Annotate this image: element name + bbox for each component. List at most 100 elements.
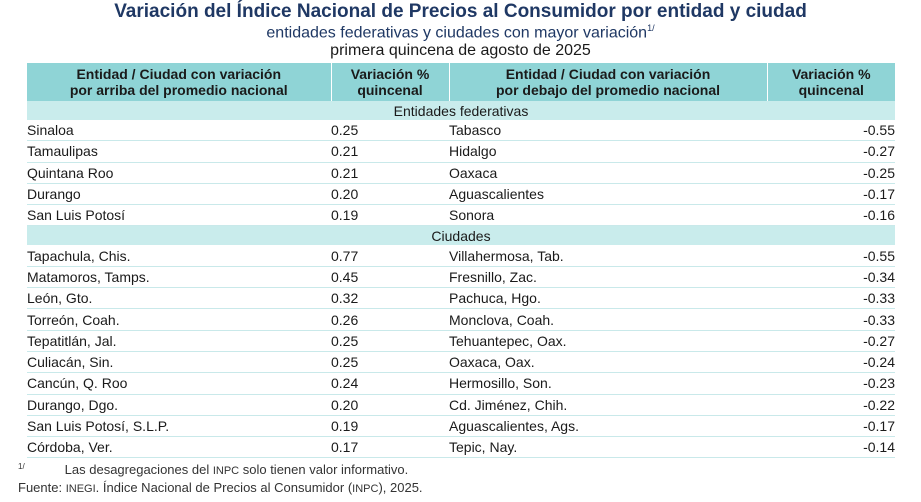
up-value-cell: 0.19 bbox=[331, 415, 449, 438]
up-value-cell: 0.20 bbox=[331, 183, 449, 206]
footnote-text-c: solo tienen valor informativo. bbox=[239, 462, 409, 477]
up-value-cell: 0.21 bbox=[331, 140, 449, 163]
down-name-cell: Villahermosa, Tab. bbox=[449, 245, 767, 267]
footnote-mark: 1/ bbox=[18, 462, 25, 471]
up-name-cell: San Luis Potosí bbox=[27, 204, 331, 227]
table-row: Tamaulipas 0.21 Hidalgo -0.27 bbox=[27, 140, 895, 163]
down-value-cell: -0.34 bbox=[767, 266, 895, 289]
up-value-cell: 0.24 bbox=[331, 372, 449, 395]
table-row: Matamoros, Tamps. 0.45 Fresnillo, Zac. -0.3… bbox=[27, 266, 895, 289]
down-value-cell: -0.17 bbox=[767, 183, 895, 206]
up-name-cell: Cancún, Q. Roo bbox=[27, 372, 331, 395]
header-below-average: Entidad / Ciudad con variación por debaj… bbox=[449, 63, 768, 101]
footnote-text-a: Las desagregaciones del bbox=[64, 462, 213, 477]
down-value-cell: -0.27 bbox=[767, 140, 895, 163]
up-name-cell: Matamoros, Tamps. bbox=[27, 266, 331, 289]
header-variation-below: Variación % quincenal bbox=[767, 63, 895, 101]
section-row-entidades: Entidades federativas bbox=[27, 101, 895, 120]
table-row: San Luis Potosí, S.L.P. 0.19 Aguascaliente… bbox=[27, 415, 895, 438]
footnote-text-b: INPC bbox=[212, 465, 240, 477]
table-row: Tepatitlán, Jal. 0.25 Tehuantepec, Oax. -0.… bbox=[27, 330, 895, 352]
down-value-cell: -0.24 bbox=[767, 351, 895, 374]
up-name-cell: León, Gto. bbox=[27, 287, 331, 310]
subtitle-line-2: primera quincena de agosto de 2025 bbox=[330, 42, 591, 59]
up-value-cell: 0.21 bbox=[331, 162, 449, 184]
down-value-cell: -0.25 bbox=[767, 162, 895, 184]
down-value-cell: -0.14 bbox=[767, 436, 895, 459]
up-name-cell: Tepatitlán, Jal. bbox=[27, 330, 331, 352]
up-value-cell: 0.17 bbox=[331, 436, 449, 459]
down-name-cell: Tepic, Nay. bbox=[449, 436, 767, 459]
table-row: Sinaloa 0.25 Tabasco -0.55 bbox=[27, 120, 895, 142]
down-value-cell: -0.22 bbox=[767, 394, 895, 416]
up-value-cell: 0.26 bbox=[331, 308, 449, 331]
down-name-cell: Hidalgo bbox=[449, 140, 767, 163]
down-name-cell: Hermosillo, Son. bbox=[449, 372, 767, 395]
up-name-cell: San Luis Potosí, S.L.P. bbox=[27, 415, 331, 438]
table-row: Culiacán, Sin. 0.25 Oaxaca, Oax. -0.24 bbox=[27, 351, 895, 374]
section-row-ciudades: Ciudades bbox=[27, 225, 895, 246]
down-value-cell: -0.16 bbox=[767, 204, 895, 227]
up-value-cell: 0.32 bbox=[331, 287, 449, 310]
subtitle-text: entidades federativas y ciudades con may… bbox=[266, 24, 648, 42]
down-name-cell: Oaxaca bbox=[449, 162, 767, 184]
down-value-cell: -0.33 bbox=[767, 308, 895, 331]
down-name-cell: Cd. Jiménez, Chih. bbox=[449, 394, 767, 416]
down-name-cell: Oaxaca, Oax. bbox=[449, 351, 767, 374]
table-row: Quintana Roo 0.21 Oaxaca -0.25 bbox=[27, 162, 895, 184]
up-value-cell: 0.25 bbox=[331, 120, 449, 142]
up-name-cell: Sinaloa bbox=[27, 120, 331, 142]
down-value-cell: -0.55 bbox=[767, 245, 895, 267]
source-d: INPC bbox=[352, 483, 379, 495]
source-b: INEGI bbox=[65, 483, 96, 495]
down-name-cell: Pachuca, Hgo. bbox=[449, 287, 767, 310]
subtitle-line-1: entidades federativas y ciudades con may… bbox=[0, 23, 921, 42]
table-row: Torreón, Coah. 0.26 Monclova, Coah. -0.33 bbox=[27, 308, 895, 331]
source-note: Fuente: INEGI. Índice Nacional de Precio… bbox=[18, 480, 423, 495]
down-name-cell: Fresnillo, Zac. bbox=[449, 266, 767, 289]
header-above-average: Entidad / Ciudad con variación por arrib… bbox=[27, 63, 332, 101]
up-value-cell: 0.77 bbox=[331, 245, 449, 267]
variation-table: Entidad / Ciudad con variación por arrib… bbox=[27, 63, 895, 459]
up-name-cell: Durango bbox=[27, 183, 331, 206]
up-name-cell: Torreón, Coah. bbox=[27, 308, 331, 331]
footnote: 1/Las desagregaciones del INPC solo tien… bbox=[18, 462, 408, 477]
up-value-cell: 0.45 bbox=[331, 266, 449, 289]
down-name-cell: Aguascalientes bbox=[449, 183, 767, 206]
up-name-cell: Culiacán, Sin. bbox=[27, 351, 331, 374]
source-a: Fuente: bbox=[18, 480, 66, 495]
footnote-reference: 1/ bbox=[647, 23, 655, 33]
up-name-cell: Quintana Roo bbox=[27, 162, 331, 184]
down-name-cell: Sonora bbox=[449, 204, 767, 227]
section-label-entidades: Entidades federativas bbox=[27, 101, 895, 120]
source-e: ), 2025. bbox=[378, 480, 423, 495]
header-variation-above: Variación % quincenal bbox=[331, 63, 450, 101]
up-value-cell: 0.25 bbox=[331, 330, 449, 352]
up-name-cell: Córdoba, Ver. bbox=[27, 436, 331, 459]
table-header-row: Entidad / Ciudad con variación por arrib… bbox=[27, 63, 895, 101]
table-row: Cancún, Q. Roo 0.24 Hermosillo, Son. -0.23 bbox=[27, 372, 895, 395]
down-name-cell: Tehuantepec, Oax. bbox=[449, 330, 767, 352]
up-name-cell: Tamaulipas bbox=[27, 140, 331, 163]
table-row: León, Gto. 0.32 Pachuca, Hgo. -0.33 bbox=[27, 287, 895, 310]
down-name-cell: Monclova, Coah. bbox=[449, 308, 767, 331]
table-body: Entidades federativas Sinaloa 0.25 Tabasco… bbox=[27, 101, 895, 459]
down-value-cell: -0.23 bbox=[767, 372, 895, 395]
up-value-cell: 0.25 bbox=[331, 351, 449, 374]
down-name-cell: Tabasco bbox=[449, 120, 767, 142]
up-value-cell: 0.19 bbox=[331, 204, 449, 227]
source-c: . Índice Nacional de Precios al Consumid… bbox=[95, 480, 353, 495]
down-value-cell: -0.27 bbox=[767, 330, 895, 352]
table-row: Durango, Dgo. 0.20 Cd. Jiménez, Chih. -0.22 bbox=[27, 394, 895, 416]
up-name-cell: Durango, Dgo. bbox=[27, 394, 331, 416]
down-value-cell: -0.55 bbox=[767, 120, 895, 142]
page-title: Variación del Índice Nacional de Precios… bbox=[114, 1, 807, 22]
table-row: Durango 0.20 Aguascalientes -0.17 bbox=[27, 183, 895, 206]
up-name-cell: Tapachula, Chis. bbox=[27, 245, 331, 267]
down-name-cell: Aguascalientes, Ags. bbox=[449, 415, 767, 438]
table-row: Córdoba, Ver. 0.17 Tepic, Nay. -0.14 bbox=[27, 436, 895, 459]
down-value-cell: -0.17 bbox=[767, 415, 895, 438]
down-value-cell: -0.33 bbox=[767, 287, 895, 310]
up-value-cell: 0.20 bbox=[331, 394, 449, 416]
table-row: San Luis Potosí 0.19 Sonora -0.16 bbox=[27, 204, 895, 227]
